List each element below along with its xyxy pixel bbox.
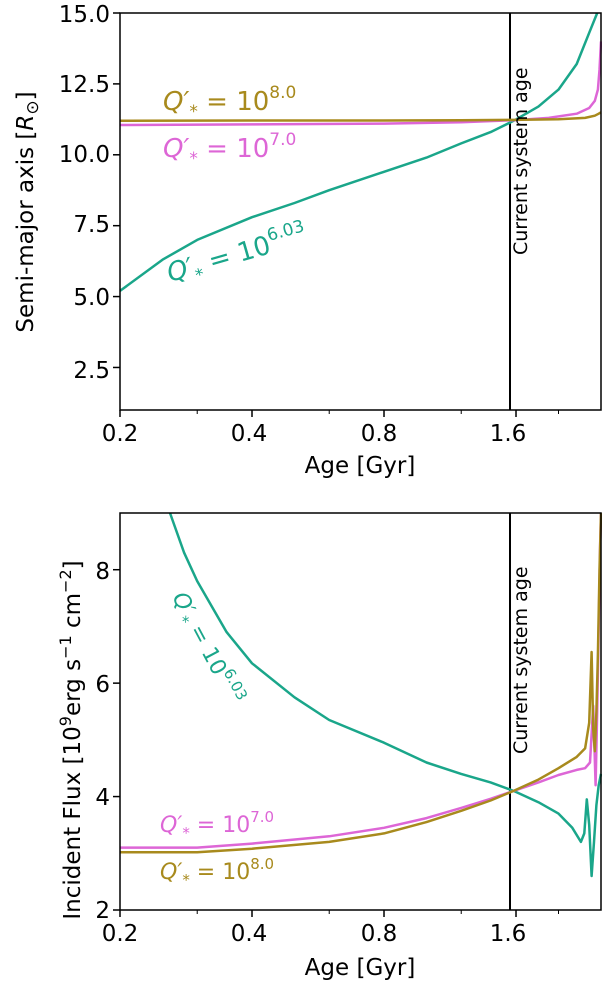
top-ticks [113, 12, 560, 417]
bottom-tick-y-0: 2 [95, 898, 110, 924]
bottom-annot-q603: Q′* = 106.03 [163, 586, 251, 711]
top-tick-x-1: 0.4 [231, 421, 268, 447]
top-ylabel: Semi-major axis [R⊙] [13, 91, 43, 332]
bottom-panel: 0.2 0.4 0.8 1.6 2 4 6 8 Age [Gyr] Incide… [56, 512, 602, 981]
bottom-tick-y-3: 8 [95, 559, 110, 585]
bottom-tick-x-1: 0.4 [231, 921, 268, 947]
top-xlabel: Age [Gyr] [305, 453, 416, 479]
bottom-series [120, 512, 602, 878]
top-axes-frame [119, 12, 602, 411]
top-tick-y-5: 15.0 [59, 2, 110, 28]
bottom-ylabel: Incident Flux [109erg s−1 cm−2] [56, 560, 86, 919]
top-series [119, 12, 602, 292]
bottom-tick-x-0: 0.2 [102, 921, 139, 947]
top-annot-q8: Q′* = 108.0 [163, 83, 296, 122]
top-panel: 0.2 0.4 0.8 1.6 2.5 5.0 7.5 10.0 12.5 15… [13, 2, 602, 479]
top-tick-x-3: 1.6 [490, 421, 527, 447]
top-tick-y-4: 12.5 [59, 72, 110, 98]
bottom-annot-q7: Q′* = 107.0 [160, 808, 274, 842]
top-vline-label: Current system age [510, 67, 532, 255]
bottom-tick-x-3: 1.6 [490, 921, 527, 947]
bottom-axes-frame [119, 512, 602, 911]
bottom-tick-y-1: 4 [95, 785, 110, 811]
top-series-q80 [119, 111, 602, 123]
bottom-annot-q8: Q′* = 108.0 [160, 855, 274, 889]
bottom-series-q80 [120, 512, 602, 854]
top-annot-q603: Q′* = 106.03 [163, 216, 312, 293]
top-tick-x-0: 0.2 [102, 421, 139, 447]
bottom-series-q603 [168, 512, 602, 878]
top-tick-y-1: 5.0 [73, 285, 110, 311]
top-tick-x-2: 0.8 [361, 421, 398, 447]
bottom-tick-x-2: 0.8 [361, 921, 398, 947]
top-tick-y-0: 2.5 [73, 358, 110, 384]
top-annot-q7: Q′* = 107.0 [163, 130, 296, 169]
bottom-vline-label: Current system age [510, 566, 532, 754]
bottom-tick-y-2: 6 [95, 672, 110, 698]
top-series-q603 [119, 12, 599, 292]
bottom-xlabel: Age [Gyr] [305, 955, 416, 981]
top-tick-y-2: 7.5 [73, 212, 110, 238]
top-series-q70 [119, 41, 602, 127]
top-tick-y-3: 10.0 [59, 142, 110, 168]
